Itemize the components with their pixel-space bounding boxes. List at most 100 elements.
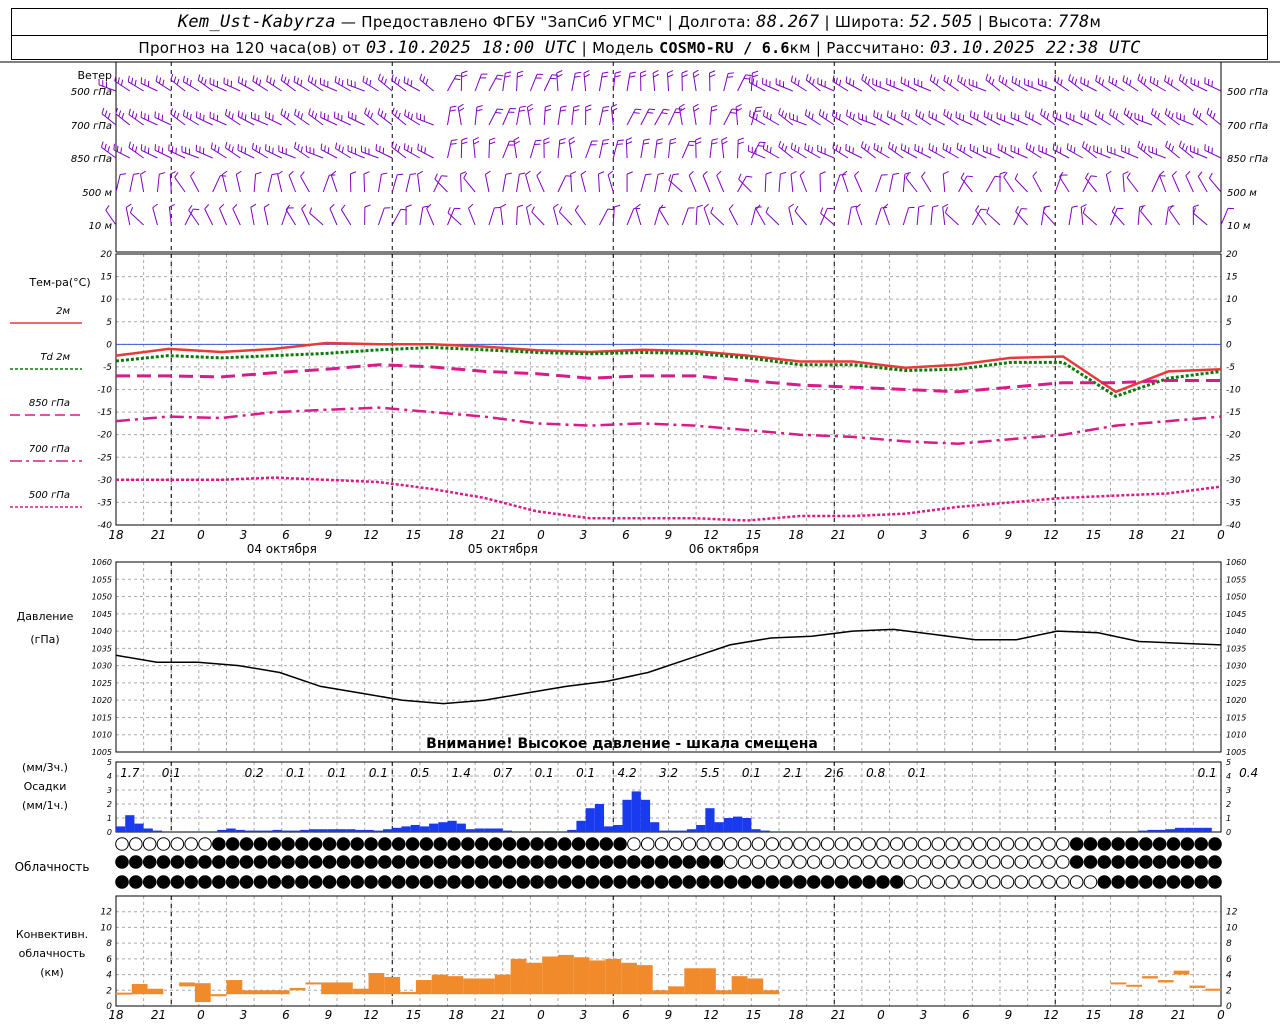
cloud-symbol — [931, 855, 946, 869]
wind-barb-feather — [115, 107, 119, 114]
time-tick-label-bottom: 15 — [406, 1008, 421, 1022]
time-tick-label: 6 — [282, 528, 290, 542]
wind-barb-shaft — [447, 208, 455, 226]
wind-barb-shaft — [460, 173, 462, 193]
wind-barb-feather — [288, 170, 294, 176]
cloud-symbol — [1083, 875, 1098, 889]
wind-barb-feather — [1106, 170, 1112, 175]
wind-barb-feather — [473, 140, 480, 145]
wind-barb-feather — [1014, 78, 1017, 85]
wind-barb-shaft — [98, 84, 117, 92]
wind-barb-shaft — [635, 207, 642, 226]
cloud-symbol — [212, 837, 226, 851]
wind-barb-shaft — [335, 148, 352, 159]
wind-barb-feather — [297, 111, 300, 118]
y-tick-label-right: 1 — [1226, 814, 1231, 823]
wind-barb-feather — [1032, 114, 1034, 121]
cloud-symbol — [1056, 875, 1070, 889]
wind-barb-feather — [918, 204, 925, 208]
wind-barb-feather — [1053, 74, 1057, 81]
y-tick-label-right: 1020 — [1226, 696, 1246, 705]
precip-bar — [677, 830, 687, 832]
cloud-symbol — [737, 875, 752, 889]
cloud-symbol — [295, 837, 309, 851]
precip-bar — [668, 830, 678, 832]
wind-barb-feather — [949, 113, 953, 120]
wind-barb-shaft — [998, 80, 1015, 92]
wind-barb-feather — [519, 172, 526, 175]
wind-barb-feather — [556, 70, 563, 74]
precip-3h-total: 5.5 — [700, 766, 719, 780]
wind-barb-feather — [943, 108, 946, 115]
wind-barb-feather — [569, 140, 576, 145]
cloud-symbol — [115, 875, 129, 889]
wind-barb-shaft — [875, 207, 882, 226]
wind-barb-shaft — [942, 207, 946, 226]
precip-bar — [254, 830, 264, 832]
wind-barb-shaft — [1025, 147, 1042, 159]
wind-barb-feather — [611, 107, 618, 112]
wind-barb-shaft — [169, 173, 172, 193]
wind-barb-feather — [667, 74, 674, 78]
precip-bar — [447, 820, 457, 832]
wind-barb-shaft — [626, 208, 635, 226]
wind-barb-shaft — [196, 116, 213, 126]
wind-barb-shaft — [692, 107, 697, 126]
wind-barb-shaft — [113, 149, 131, 159]
wind-barb-feather — [693, 103, 699, 108]
wind-barb-feather — [107, 146, 110, 153]
wind-barb-feather — [536, 170, 542, 176]
y-tick-label-right: 4 — [1226, 971, 1232, 981]
precip-bar — [1202, 827, 1212, 832]
wind-barb-shaft — [280, 114, 296, 126]
y-tick-label: 3 — [107, 786, 112, 795]
wind-barb-shaft — [598, 107, 604, 126]
precip-bar — [125, 815, 135, 832]
cloud-symbol — [1097, 855, 1112, 869]
cloud-symbol — [862, 855, 876, 869]
wind-barb-feather — [1040, 108, 1043, 115]
wind-barb-feather — [603, 105, 610, 108]
precip-bar — [152, 830, 163, 832]
wind-barb-feather — [407, 111, 410, 118]
cloud-symbol — [986, 855, 1001, 869]
wind-barb-feather — [1004, 147, 1007, 154]
cloud-symbol — [419, 875, 434, 889]
wind-barb-feather — [294, 141, 297, 148]
wind-barb-feather — [1032, 171, 1038, 177]
wind-barb-feather — [460, 171, 467, 175]
wind-barb-feather — [251, 142, 254, 150]
wind-barb-feather — [495, 78, 502, 80]
time-tick-label-bottom: 9 — [325, 1008, 333, 1022]
precip-bar — [1193, 827, 1203, 832]
conv-bar — [1173, 970, 1190, 975]
wind-barb-feather — [417, 170, 424, 175]
cloud-symbol — [751, 875, 766, 889]
cloud-symbol — [972, 855, 987, 869]
altitude-unit: м — [1089, 13, 1102, 31]
wind-barb-feather — [383, 112, 387, 119]
y-tick-label-right: -10 — [1226, 386, 1241, 396]
wind-barb-shaft — [598, 73, 603, 92]
wind-barb-feather — [988, 76, 992, 83]
wind-barb-feather — [120, 147, 123, 154]
wind-level-label: 500 м — [82, 188, 112, 199]
wind-barb-shaft — [232, 208, 241, 226]
wind-barb-feather — [805, 74, 809, 81]
cloud-symbol — [336, 875, 351, 889]
wind-barb-feather — [942, 143, 945, 150]
time-tick-label-bottom: 0 — [877, 1008, 885, 1022]
wind-barb-feather — [854, 170, 860, 176]
y-tick-label: 5 — [106, 318, 112, 328]
wind-barb-feather — [1150, 108, 1154, 115]
wind-barb-feather — [1204, 144, 1206, 151]
precip-bar — [217, 829, 227, 832]
y-tick-label: 1 — [107, 814, 112, 823]
wind-barb-feather — [629, 75, 636, 78]
wind-barb-shaft — [833, 174, 841, 193]
wind-barb-feather — [876, 112, 879, 119]
wind-barb-feather — [679, 103, 685, 108]
wind-barb-feather — [210, 142, 213, 149]
wind-barb-feather — [904, 111, 907, 119]
wind-barb-feather — [811, 113, 814, 120]
